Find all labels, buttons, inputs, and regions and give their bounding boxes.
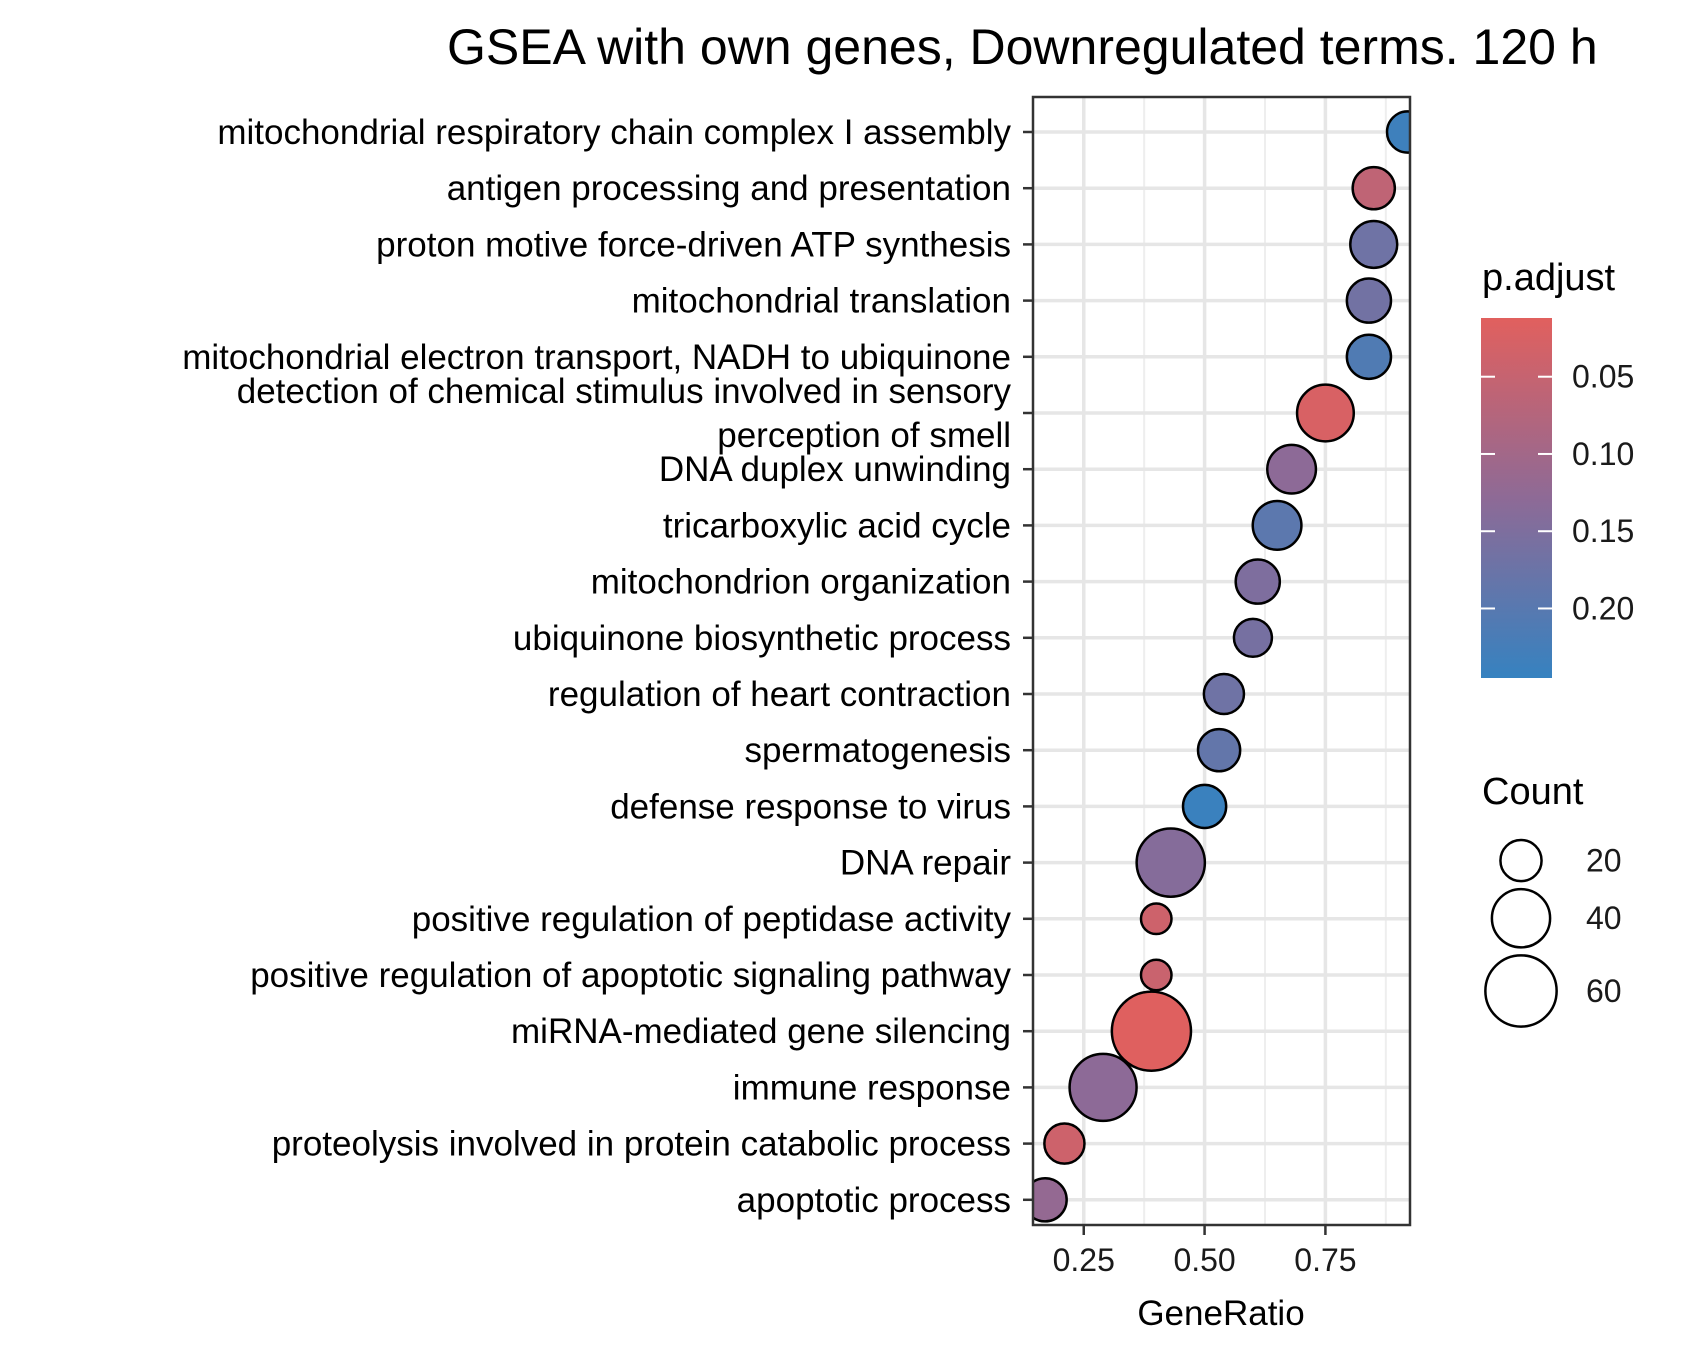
y-tick-label: regulation of heart contraction — [548, 675, 1011, 714]
data-point — [1135, 827, 1207, 898]
color-legend-ticks: 0.05 0.10 0.15 0.20 — [1481, 359, 1634, 626]
y-axis-labels: mitochondrial respiratory chain complex … — [182, 113, 1033, 1220]
color-legend: p.adjust 0.05 0.10 0.15 0.20 — [1481, 257, 1634, 678]
data-point — [1139, 902, 1173, 936]
y-tick-label: ubiquinone biosynthetic process — [513, 619, 1011, 658]
x-tick-label: 0.75 — [1294, 1242, 1356, 1278]
data-point — [1251, 499, 1303, 551]
color-legend-bar — [1481, 318, 1552, 678]
data-point — [1349, 219, 1399, 270]
x-tick-label: 0.25 — [1053, 1242, 1115, 1278]
x-axis: 0.25 0.50 0.75 — [1053, 1225, 1357, 1278]
panel-border — [1031, 95, 1412, 1227]
data-point — [1345, 277, 1393, 324]
size-legend-keys: 20 40 60 — [1484, 838, 1622, 1028]
x-tick-label: 0.50 — [1173, 1242, 1235, 1278]
x-axis-title: GeneRatio — [1137, 1294, 1304, 1333]
data-point — [1351, 165, 1397, 211]
color-legend-tick-label: 0.05 — [1572, 359, 1634, 395]
y-tick-label: antigen processing and presentation — [447, 169, 1011, 208]
color-legend-tick-label: 0.15 — [1572, 513, 1634, 549]
size-legend-key — [1484, 954, 1558, 1028]
y-tick-label: miRNA-mediated gene silencing — [511, 1012, 1011, 1051]
data-point — [1232, 617, 1274, 659]
data-point — [1043, 1122, 1086, 1165]
data-point — [1181, 783, 1228, 830]
color-legend-tick-label: 0.10 — [1572, 436, 1634, 472]
data-point — [1265, 443, 1318, 495]
data-point — [1202, 672, 1246, 716]
size-legend-label: 20 — [1586, 843, 1622, 879]
y-tick-label: mitochondrial respiratory chain complex … — [217, 113, 1011, 152]
data-point — [1033, 1176, 1068, 1223]
size-legend-label: 40 — [1586, 900, 1622, 936]
panel-background — [1033, 97, 1410, 1225]
color-legend-tick-label: 0.20 — [1572, 590, 1634, 626]
y-tick-label: mitochondrial electron transport, NADH t… — [182, 338, 1011, 377]
y-tick-label: positive regulation of peptidase activit… — [412, 900, 1012, 939]
size-legend-label: 60 — [1586, 973, 1622, 1009]
y-tick-label: DNA repair — [840, 844, 1012, 883]
data-point — [1110, 990, 1193, 1073]
y-tick-label: defense response to virus — [610, 787, 1011, 826]
data-point — [1139, 958, 1173, 992]
data-point — [1345, 333, 1393, 381]
y-tick-label: apoptotic process — [737, 1181, 1011, 1220]
y-tick-label: proton motive force-driven ATP synthesis — [376, 225, 1011, 264]
y-tick-label: detection of chemical stimulus involved … — [237, 372, 1012, 455]
y-tick-label: spermatogenesis — [744, 731, 1011, 770]
plot-panel — [1031, 95, 1412, 1227]
size-legend-key — [1499, 838, 1543, 883]
y-tick-label: proteolysis involved in protein cataboli… — [272, 1125, 1011, 1164]
size-legend-key — [1490, 887, 1552, 949]
data-points — [1033, 110, 1410, 1223]
chart-title: GSEA with own genes, Downregulated terms… — [447, 19, 1598, 75]
y-tick-label: DNA duplex unwinding — [659, 450, 1011, 489]
data-point — [1196, 727, 1242, 773]
size-legend: Count 20 40 60 — [1482, 771, 1622, 1028]
y-tick-label: tricarboxylic acid cycle — [663, 506, 1011, 545]
y-tick-label: positive regulation of apoptotic signali… — [250, 956, 1011, 995]
y-tick-label: mitochondrion organization — [591, 563, 1011, 602]
color-legend-title: p.adjust — [1482, 257, 1616, 299]
y-tick-label: mitochondrial translation — [632, 282, 1011, 321]
data-point — [1385, 110, 1410, 154]
y-tick-label: immune response — [733, 1068, 1011, 1107]
data-point — [1234, 558, 1282, 605]
size-legend-title: Count — [1482, 771, 1584, 813]
data-point — [1068, 1052, 1138, 1123]
data-point — [1295, 383, 1356, 443]
